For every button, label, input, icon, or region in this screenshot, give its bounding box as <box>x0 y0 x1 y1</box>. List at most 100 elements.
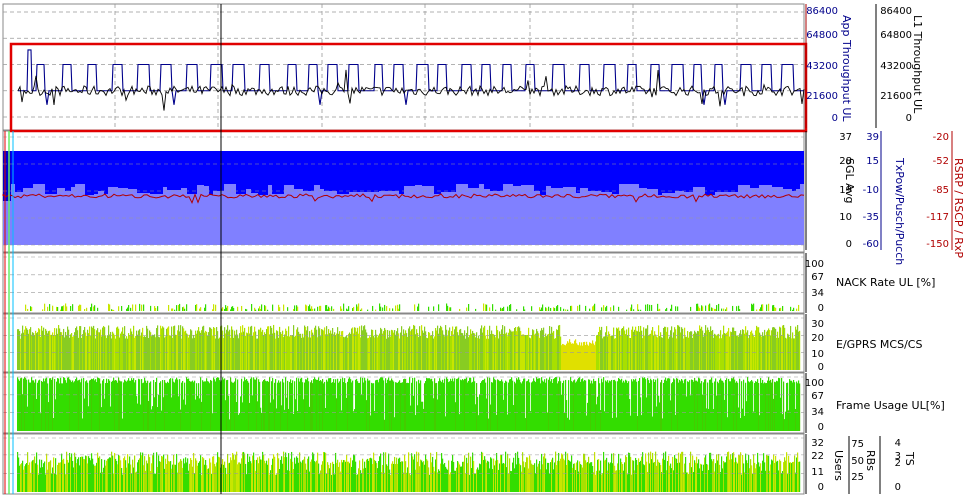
bar <box>539 337 541 370</box>
bar <box>384 327 386 370</box>
bar <box>595 380 597 431</box>
bar <box>673 378 675 431</box>
bar <box>543 456 545 492</box>
bar <box>768 455 770 492</box>
bar <box>681 327 683 370</box>
series-rsrp-line <box>2 193 805 204</box>
bar <box>426 377 428 431</box>
bar <box>272 304 274 311</box>
bar <box>375 461 377 492</box>
bar <box>205 330 207 370</box>
bar <box>355 327 357 370</box>
bar <box>398 333 400 370</box>
bar <box>380 327 382 370</box>
bar <box>299 452 301 492</box>
bar <box>537 331 539 370</box>
bar <box>460 466 462 492</box>
bar <box>73 336 75 370</box>
bar <box>254 307 256 311</box>
bar <box>321 329 323 370</box>
bar <box>265 306 267 311</box>
bar <box>274 382 276 431</box>
bar <box>86 456 88 492</box>
bar <box>701 381 703 431</box>
bar <box>709 452 711 492</box>
bar <box>782 306 784 311</box>
bar <box>784 327 786 370</box>
bar <box>392 330 394 370</box>
bar <box>240 326 242 370</box>
bar <box>720 472 722 492</box>
bar <box>136 330 138 370</box>
bar <box>380 453 382 492</box>
bar <box>616 417 618 431</box>
bar <box>709 379 711 431</box>
bar <box>584 341 586 370</box>
bar <box>142 383 144 431</box>
bar <box>188 470 190 492</box>
bar <box>127 307 129 311</box>
bar <box>157 306 159 311</box>
bar <box>703 336 705 370</box>
bar <box>192 380 194 431</box>
bar <box>756 309 758 311</box>
bar <box>684 379 686 431</box>
bar <box>327 381 329 431</box>
bar <box>237 464 239 492</box>
bar <box>676 458 678 492</box>
bar <box>427 338 429 370</box>
bar <box>141 455 143 492</box>
bar <box>188 378 190 431</box>
bar <box>575 339 577 370</box>
bar <box>399 304 401 311</box>
bar <box>338 466 340 492</box>
bar-series <box>25 303 800 311</box>
bar <box>360 377 362 431</box>
bar <box>250 461 252 492</box>
bar <box>29 329 31 370</box>
bar <box>402 461 404 492</box>
bar <box>694 330 696 370</box>
bar <box>480 328 482 370</box>
bar <box>221 464 223 492</box>
bar <box>762 332 764 370</box>
bar <box>63 328 65 370</box>
bar <box>522 334 524 370</box>
bar <box>596 335 598 370</box>
bar <box>296 456 298 492</box>
bar <box>456 467 458 492</box>
bar <box>44 461 46 492</box>
bar <box>646 461 648 492</box>
bar <box>89 380 91 431</box>
bar <box>588 345 590 370</box>
bar <box>796 381 798 431</box>
bar <box>302 333 304 370</box>
bar <box>267 326 269 370</box>
bar <box>497 330 499 370</box>
bar <box>121 381 123 431</box>
bar <box>203 458 205 492</box>
bar <box>212 309 214 311</box>
bar <box>195 330 197 370</box>
bar <box>259 456 261 492</box>
bar <box>420 335 422 370</box>
bar <box>48 462 50 492</box>
bar <box>598 459 600 492</box>
bar <box>97 328 99 370</box>
bar <box>535 473 537 492</box>
bar <box>84 398 86 431</box>
bar <box>574 463 576 492</box>
bar <box>45 378 47 431</box>
bar <box>388 337 390 370</box>
bar <box>36 399 38 431</box>
bar <box>236 451 238 492</box>
bar <box>320 305 322 311</box>
bar <box>598 378 600 431</box>
bar <box>204 464 206 492</box>
bar <box>541 453 543 492</box>
bar <box>298 462 300 492</box>
bar <box>563 380 565 431</box>
bar <box>749 468 751 492</box>
bar <box>694 377 696 431</box>
bar <box>554 308 556 311</box>
